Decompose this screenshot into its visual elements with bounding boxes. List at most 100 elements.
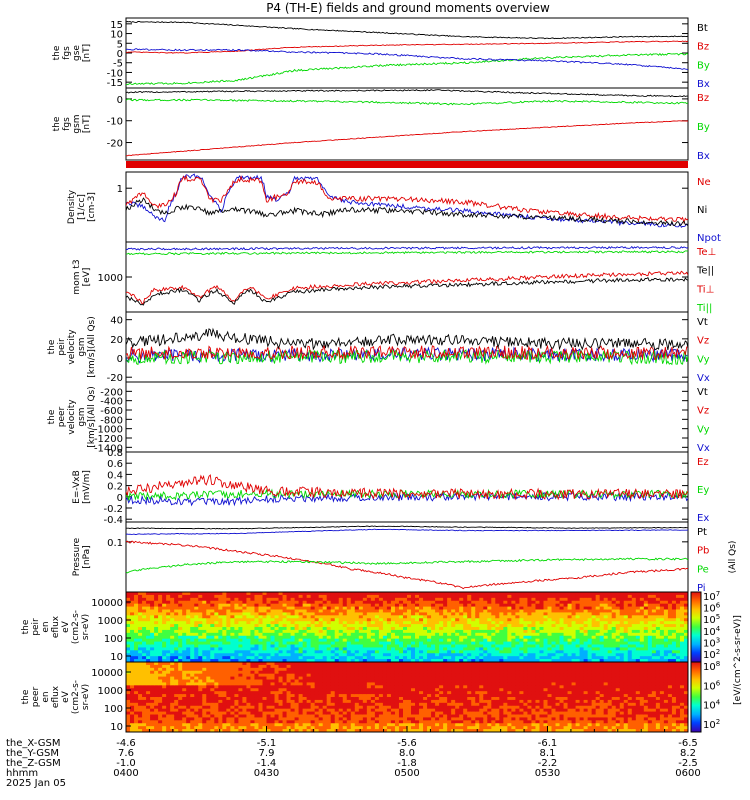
panel-frame bbox=[125, 451, 689, 523]
ylabel-line: [1/cc] bbox=[77, 194, 87, 220]
ylabel-line: [cm-3] bbox=[87, 192, 97, 222]
series-Ti|| bbox=[126, 250, 688, 256]
colorbar-tick: 103 bbox=[703, 636, 720, 649]
ephemeris-value: -5.1 bbox=[257, 738, 277, 749]
ytick-label: -20 bbox=[107, 139, 123, 150]
legend-Vy: Vy bbox=[697, 424, 710, 435]
ylabel-line: sr-eV) bbox=[81, 614, 91, 640]
time-label: 0400 bbox=[113, 768, 138, 779]
series-group bbox=[126, 525, 688, 590]
spectrogram-cells bbox=[126, 592, 688, 662]
ytick-label: 1000 bbox=[98, 686, 123, 697]
ylabel-line: eV bbox=[61, 690, 71, 703]
spectrogram-peir_eflux: 10000 1000 100 10 the peir en eflux eV (cm2-s-sr-… bbox=[21, 591, 689, 663]
ylabel-line: eflux bbox=[51, 685, 61, 708]
ephemeris-label: the_Z-GSM bbox=[6, 758, 61, 769]
ylabel-line: peer bbox=[57, 406, 67, 427]
legend-Bz: Bz bbox=[697, 93, 709, 104]
ytick-label: 20 bbox=[110, 335, 123, 346]
ylabel-line: fgs bbox=[62, 46, 72, 60]
ylabel-line: (cm2-s- bbox=[71, 680, 81, 714]
series-Bt bbox=[126, 21, 688, 40]
series-Ti⊥ bbox=[126, 245, 688, 251]
colorbar: 107106105104103102108106104102[eV/(cm^2-… bbox=[690, 590, 743, 733]
series-Vt bbox=[126, 327, 688, 351]
ylabel-line: peer bbox=[31, 686, 41, 707]
ylabel-line: velocity bbox=[67, 399, 77, 435]
panel-frame bbox=[125, 17, 689, 89]
ytick-label: -15 bbox=[107, 78, 123, 89]
ytick-label: 100 bbox=[104, 704, 123, 715]
ephemeris-value: -6.5 bbox=[678, 738, 698, 749]
ytick-label: 40 bbox=[110, 316, 123, 327]
series-Pe bbox=[126, 557, 688, 574]
colorbar-tick: 104 bbox=[703, 625, 721, 638]
ylabel-line: gsm bbox=[77, 407, 87, 426]
ylabel-line: [eV] bbox=[82, 268, 92, 287]
series-group bbox=[126, 327, 688, 366]
legend-Vz: Vz bbox=[697, 406, 709, 417]
ylabel-line: mom t3 bbox=[72, 259, 82, 294]
legend-Te||: Te|| bbox=[696, 266, 714, 277]
ylabel-line: the bbox=[21, 689, 31, 704]
legend-Ti||: Ti|| bbox=[696, 303, 712, 314]
ephemeris-value: -4.6 bbox=[116, 738, 136, 749]
colorbar-strip bbox=[690, 661, 702, 733]
date-label: 2025 Jan 05 bbox=[6, 778, 66, 789]
colorbar-tick: 105 bbox=[703, 613, 720, 626]
series-Vx bbox=[126, 346, 688, 364]
ephemeris-value: -2.2 bbox=[538, 758, 558, 769]
legend-Bx: Bx bbox=[697, 79, 710, 90]
ytick-label: 10 bbox=[110, 652, 123, 663]
ytick-label: -0.2 bbox=[103, 504, 123, 515]
panel-fgs_gsm: -20 -10 0 the fgs gsm [nT] Bz By Bx bbox=[52, 87, 710, 162]
series-Bz bbox=[126, 40, 688, 54]
ytick-label: 0.1 bbox=[107, 538, 123, 549]
time-label: 0430 bbox=[254, 768, 279, 779]
legend-Ni: Ni bbox=[697, 205, 707, 216]
ephemeris-value: 7.6 bbox=[118, 748, 134, 759]
ytick-label: 10000 bbox=[91, 598, 123, 609]
series-Pb bbox=[126, 540, 688, 590]
series-Pt bbox=[126, 525, 688, 530]
ytick-label: 0.2 bbox=[107, 482, 123, 493]
series-Pi bbox=[126, 528, 688, 535]
legend-Npot: Npot bbox=[697, 233, 721, 244]
legend-Bx: Bx bbox=[697, 151, 710, 162]
series-Vz bbox=[126, 344, 688, 361]
separator-band bbox=[126, 161, 688, 168]
legend-Ex: Ex bbox=[697, 513, 709, 524]
series-Ez bbox=[126, 474, 688, 501]
legend-Bt: Bt bbox=[697, 23, 708, 34]
time-label: 0600 bbox=[675, 768, 700, 779]
panel-temperature: 1000 mom t3 [eV] Te⊥ Te|| Ti⊥ Ti|| bbox=[72, 241, 716, 314]
ytick-label: 100 bbox=[104, 634, 123, 645]
ephemeris-value: -1.4 bbox=[257, 758, 277, 769]
ytick-label: 10000 bbox=[91, 668, 123, 679]
ylabel-line: eflux bbox=[51, 615, 61, 638]
ylabel-line: [nT] bbox=[82, 115, 92, 133]
ephemeris-value: -1.0 bbox=[116, 758, 136, 769]
ylabel-line: gsm bbox=[72, 114, 82, 133]
series-Bx bbox=[126, 48, 688, 71]
ylabel-line: fgs bbox=[62, 117, 72, 131]
ylabel-line: [km/s](All Qs) bbox=[87, 386, 97, 448]
series-group bbox=[126, 474, 688, 507]
ephemeris-value: 8.0 bbox=[399, 748, 415, 759]
ephemeris-value: 8.2 bbox=[680, 748, 696, 759]
ytick-label: 0.4 bbox=[107, 470, 123, 481]
series-Bz bbox=[126, 120, 688, 157]
legend-Ti⊥: Ti⊥ bbox=[696, 284, 714, 295]
legend-Pt: Pt bbox=[697, 527, 707, 538]
ylabel-line: velocity bbox=[67, 329, 77, 365]
ephemeris-label: the_Y-GSM bbox=[6, 748, 59, 759]
panel-pressure: 0.1 Pressure [nPa] Pt Pb Pe Pi (All Qs) bbox=[72, 521, 738, 594]
ytick-label: -10 bbox=[107, 68, 123, 79]
colorbar-tick: 102 bbox=[703, 648, 720, 661]
time-label: 0500 bbox=[394, 768, 419, 779]
colorbar-tick: 104 bbox=[703, 699, 721, 712]
panel-efield: -0.4-0.200.20.40.60.8 E=-VxB [mV/m] Ez Ey Ex bbox=[72, 448, 709, 526]
ytick-label: -0.4 bbox=[103, 515, 123, 526]
ytick-label: 0 bbox=[117, 49, 123, 60]
